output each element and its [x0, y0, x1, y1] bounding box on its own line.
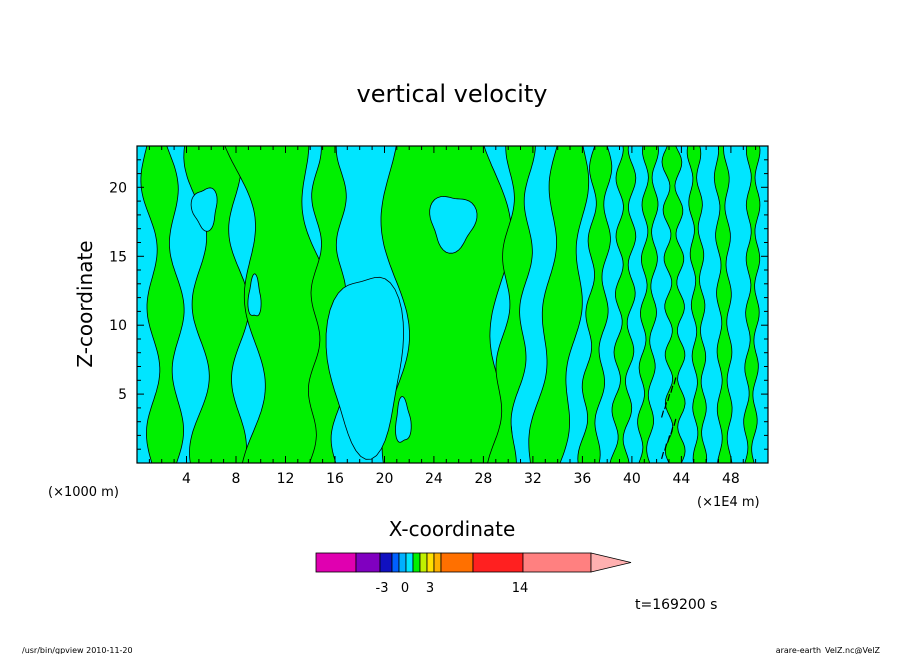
x-tick-label: 8 [232, 471, 241, 487]
x-tick-label: 32 [524, 471, 542, 487]
colorbar-tick-label: 0 [401, 581, 409, 596]
colorbar-swatch [315, 552, 357, 573]
x-tick-label: 4 [182, 471, 191, 487]
x-axis-label: X-coordinate [389, 517, 516, 541]
contour-line [673, 377, 677, 385]
contour-regions [140, 145, 761, 464]
colorbar-tick-label: -3 [376, 581, 389, 596]
contour-line [667, 393, 671, 402]
x-tick-label: 40 [623, 471, 641, 487]
y-tick-label: 5 [118, 387, 127, 403]
colorbar-swatch [440, 552, 474, 573]
x-tick-label: 48 [722, 471, 740, 487]
x-tick-label: 28 [474, 471, 492, 487]
contour-region [247, 273, 262, 317]
x-tick-label: 16 [326, 471, 344, 487]
plot-area [136, 145, 769, 464]
colorbar-tick-label: 14 [512, 581, 529, 596]
colorbar-swatch [433, 552, 442, 573]
contour-region [395, 396, 412, 443]
footer-left: /usr/bin/gpview 2010-11-20 [22, 646, 133, 654]
contour-line [673, 418, 677, 426]
colorbar-swatch [355, 552, 381, 573]
contour-line [661, 451, 665, 460]
colorbar-swatch [419, 552, 428, 573]
time-label: t=169200 s [635, 597, 717, 613]
y-tick-label: 20 [109, 180, 127, 196]
x-unit-left: (×1000 m) [48, 485, 119, 500]
contour-line [664, 402, 668, 410]
contour-line [667, 435, 671, 443]
colorbar-swatch [398, 552, 407, 573]
footer-right: arare-earth_VelZ.nc@VelZ [776, 646, 881, 654]
x-tick-label: 12 [277, 471, 295, 487]
contour-line [670, 427, 674, 435]
x-tick-label: 44 [672, 471, 690, 487]
contour-region [190, 187, 218, 232]
colorbar-swatch [391, 552, 400, 573]
contour-region [429, 195, 478, 254]
x-tick-label: 36 [573, 471, 591, 487]
colorbar-swatch [405, 552, 414, 573]
colorbar-swatch [426, 552, 435, 573]
contour-line [664, 443, 668, 451]
colorbar-tick-label: 3 [426, 581, 434, 596]
x-tick-label: 20 [376, 471, 394, 487]
chart-title: vertical velocity [357, 80, 548, 108]
plot-frame [136, 145, 769, 464]
contour-line [661, 410, 665, 418]
y-axis: 5 10 15 20 [109, 159, 768, 450]
x-unit-right: (×1E4 m) [697, 495, 760, 510]
contour-region [325, 276, 405, 460]
colorbar-swatch [412, 552, 421, 573]
y-axis-label: Z-coordinate [73, 240, 97, 367]
contour-line [670, 385, 674, 393]
x-tick-label: 24 [425, 471, 443, 487]
colorbar-swatch [522, 552, 592, 573]
colorbar [315, 552, 632, 573]
y-tick-label: 10 [109, 318, 127, 334]
x-axis: 4 8 12 16 20 24 28 32 36 40 44 48 [148, 146, 757, 487]
colorbar-swatch [379, 552, 393, 573]
colorbar-tick-labels: -3 0 3 14 [376, 581, 529, 596]
colorbar-arrow [590, 552, 632, 573]
colorbar-swatch [472, 552, 524, 573]
y-tick-label: 15 [109, 249, 127, 265]
